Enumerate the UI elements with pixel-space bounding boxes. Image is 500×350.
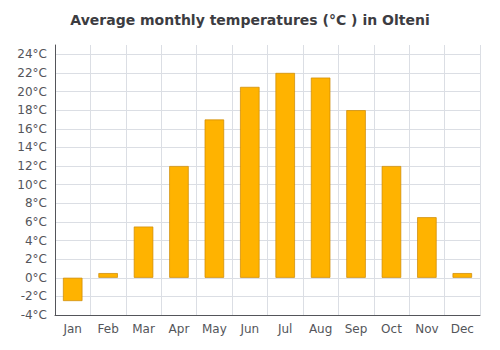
svg-text:8°C: 8°C xyxy=(25,196,47,210)
svg-text:Aug: Aug xyxy=(309,322,332,336)
svg-text:20°C: 20°C xyxy=(17,85,47,99)
svg-text:Apr: Apr xyxy=(169,322,190,336)
svg-text:Jan: Jan xyxy=(62,322,82,336)
svg-text:Mar: Mar xyxy=(132,322,155,336)
svg-text:Jun: Jun xyxy=(239,322,259,336)
svg-text:14°C: 14°C xyxy=(17,140,47,154)
svg-text:4°C: 4°C xyxy=(25,234,47,248)
svg-text:Average monthly temperatures (: Average monthly temperatures (°C ) in Ol… xyxy=(70,12,429,28)
svg-text:May: May xyxy=(202,322,227,336)
svg-text:16°C: 16°C xyxy=(17,122,47,136)
svg-text:24°C: 24°C xyxy=(17,47,47,61)
svg-text:Sep: Sep xyxy=(345,322,368,336)
svg-text:6°C: 6°C xyxy=(25,215,47,229)
svg-text:-2°C: -2°C xyxy=(21,289,47,303)
svg-text:18°C: 18°C xyxy=(17,103,47,117)
svg-text:Feb: Feb xyxy=(98,322,119,336)
svg-text:0°C: 0°C xyxy=(25,271,47,285)
svg-text:10°C: 10°C xyxy=(17,178,47,192)
svg-text:Dec: Dec xyxy=(451,322,474,336)
svg-text:-4°C: -4°C xyxy=(21,308,47,322)
svg-text:22°C: 22°C xyxy=(17,66,47,80)
svg-text:Jul: Jul xyxy=(277,322,292,336)
svg-text:2°C: 2°C xyxy=(25,252,47,266)
svg-text:12°C: 12°C xyxy=(17,159,47,173)
svg-text:Oct: Oct xyxy=(381,322,402,336)
svg-text:Nov: Nov xyxy=(415,322,438,336)
